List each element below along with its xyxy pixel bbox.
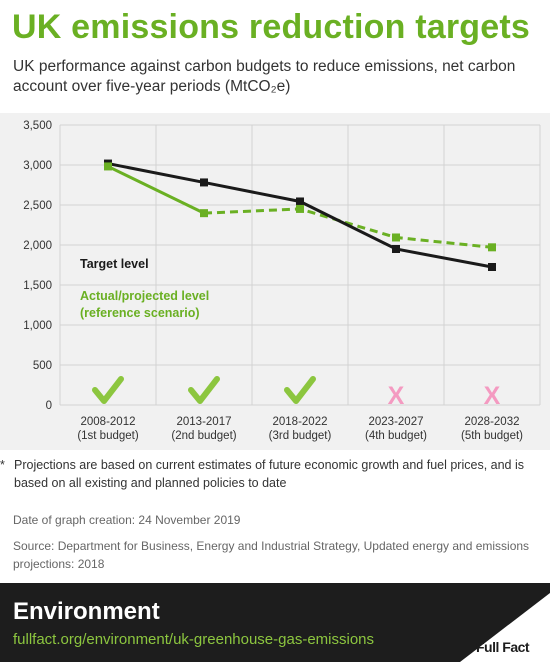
- x-tick-sublabel: (3rd budget): [269, 430, 332, 442]
- footer-bar: Environment fullfact.org/environment/uk-…: [0, 583, 550, 662]
- page-subtitle: UK performance against carbon budgets to…: [13, 58, 516, 95]
- y-tick-label: 3,000: [23, 160, 52, 172]
- footnote-marker: *: [0, 458, 5, 472]
- actual-point: [296, 204, 304, 213]
- x-tick-sublabel: (5th budget): [461, 430, 523, 442]
- chart-panel: 0 500 1,000 1,500 2,000 2,500 3,000 3,500 X X 2008…: [0, 113, 550, 450]
- page-title: UK emissions reduction targets: [12, 8, 531, 46]
- check-icon: [188, 376, 220, 404]
- x-tick-sublabel: (4th budget): [365, 430, 427, 442]
- full-fact-logo[interactable]: Full Fact: [476, 639, 530, 655]
- check-icon: [284, 376, 316, 404]
- x-tick-label: 2013-2017: [177, 416, 232, 428]
- source-text: Source: Department for Business, Energy …: [13, 539, 530, 571]
- y-tick-label: 2,500: [23, 200, 52, 212]
- check-icon: [92, 376, 124, 404]
- y-tick-label: 3,500: [23, 120, 52, 132]
- emissions-line-chart: 0 500 1,000 1,500 2,000 2,500 3,000 3,500 X X 2008…: [23, 120, 541, 442]
- target-point: [488, 263, 496, 271]
- target-point: [200, 178, 208, 187]
- y-tick-label: 500: [33, 360, 52, 372]
- cross-icon: X: [484, 382, 501, 410]
- x-tick-label: 2023-2027: [369, 416, 424, 428]
- target-point: [392, 245, 400, 253]
- series-actual-line-solid: [107, 165, 205, 215]
- legend-actual-label: Actual/projected level: [80, 289, 209, 303]
- x-tick-sublabel: (2nd budget): [171, 430, 236, 442]
- footnote-text: Projections are based on current estimat…: [14, 458, 524, 490]
- y-tick-label: 1,000: [23, 320, 52, 332]
- date-created: Date of graph creation: 24 November 2019: [13, 513, 241, 527]
- x-tick-label: 2028-2032: [465, 416, 520, 428]
- series-actual-line-dashed: [203, 207, 493, 249]
- actual-point: [104, 162, 112, 171]
- full-fact-logo-triangle: [460, 593, 550, 662]
- legend-target-label: Target level: [80, 257, 149, 271]
- x-tick-label: 2008-2012: [81, 416, 136, 428]
- footer-url-link[interactable]: fullfact.org/environment/uk-greenhouse-g…: [13, 631, 375, 648]
- cross-icon: X: [388, 382, 405, 410]
- footer-section-title: Environment: [13, 598, 160, 625]
- y-tick-label: 0: [46, 400, 52, 412]
- y-tick-label: 1,500: [23, 280, 52, 292]
- series-target-line: [107, 162, 493, 269]
- x-tick-sublabel: (1st budget): [77, 430, 139, 442]
- legend-actual-sublabel: (reference scenario): [80, 306, 200, 320]
- x-tick-label: 2018-2022: [273, 416, 328, 428]
- target-point: [296, 197, 304, 206]
- actual-point: [200, 209, 208, 218]
- y-tick-label: 2,000: [23, 240, 52, 252]
- actual-point: [488, 243, 496, 252]
- actual-point: [392, 233, 400, 242]
